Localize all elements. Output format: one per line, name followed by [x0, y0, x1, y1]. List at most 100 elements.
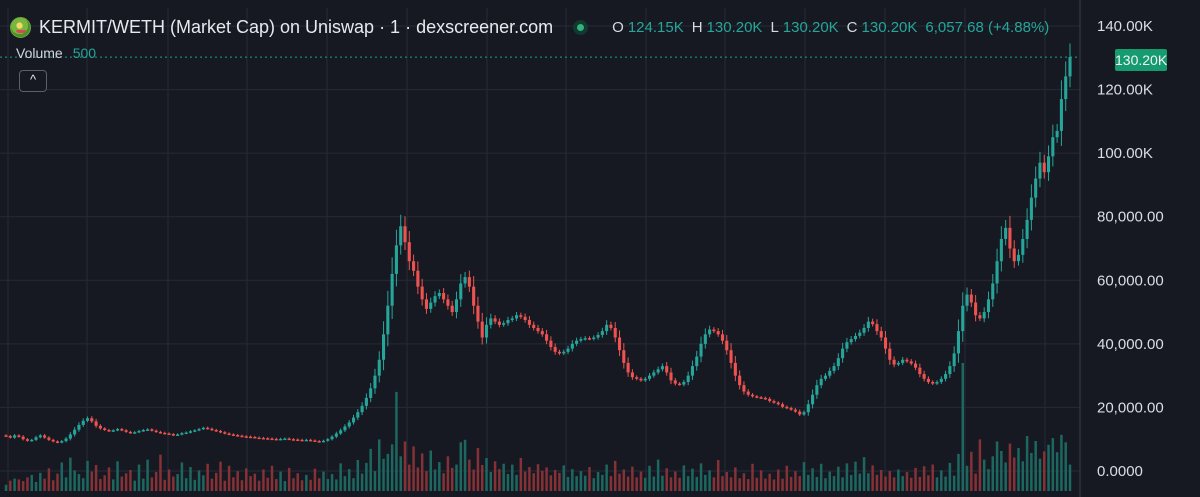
- volume-bar: [991, 456, 995, 491]
- volume-bar: [781, 478, 784, 491]
- candle-body: [420, 286, 424, 300]
- volume-bar: [172, 476, 175, 491]
- volume-bar: [961, 363, 964, 491]
- candle-body: [497, 321, 501, 325]
- volume-bar: [356, 460, 360, 491]
- candle-body: [326, 439, 330, 441]
- volume-bar: [854, 461, 857, 491]
- candle-body: [587, 338, 592, 340]
- candle-body: [738, 375, 742, 386]
- candle-body: [986, 299, 991, 313]
- volume-bar: [13, 478, 16, 491]
- volume-bar: [695, 476, 698, 491]
- high-value: 130.20K: [706, 18, 763, 36]
- volume-bar: [1000, 450, 1003, 491]
- candle-body: [849, 339, 853, 343]
- candle-body: [399, 226, 403, 246]
- candle-body: [13, 435, 17, 438]
- volume-bar: [99, 479, 102, 491]
- candle-body: [832, 366, 836, 371]
- volume-bar: [1047, 444, 1050, 491]
- candle-body: [643, 378, 647, 381]
- candle-body: [17, 435, 21, 437]
- candle-body: [926, 378, 930, 382]
- candle-body: [935, 382, 939, 384]
- candle-body: [600, 331, 604, 335]
- volume-bar: [275, 479, 278, 491]
- candle-body: [510, 318, 514, 321]
- candle-body: [785, 406, 789, 409]
- candle-body: [4, 435, 8, 437]
- candle-body: [403, 226, 407, 243]
- candle-body: [330, 436, 334, 440]
- candle-body: [914, 363, 918, 368]
- candle-body: [939, 378, 943, 382]
- candle-body: [570, 343, 574, 349]
- volume-bar: [56, 473, 59, 491]
- candle-body: [416, 270, 420, 287]
- volume-bar: [386, 453, 390, 491]
- candle-body: [351, 417, 356, 423]
- volume-bar: [180, 462, 184, 491]
- volume-bar: [678, 477, 681, 491]
- high-label: H: [691, 18, 703, 36]
- volume-bar: [347, 469, 351, 491]
- volume-bar: [884, 476, 887, 491]
- price-axis: 0.0000 20,000.00 40,000.00 60,000.00 80,000.…: [1079, 0, 1164, 497]
- volume-bar: [528, 467, 531, 491]
- collapse-legend-button[interactable]: ^: [19, 70, 47, 92]
- volume-bar: [553, 469, 557, 491]
- volume-bar: [1038, 458, 1042, 491]
- candle-body: [982, 312, 986, 319]
- volume-bar: [1068, 464, 1072, 491]
- volume-bar: [751, 463, 754, 491]
- volume-bar: [905, 472, 909, 491]
- volume-bar: [360, 473, 364, 491]
- volume-bar: [69, 457, 72, 491]
- volume-bar: [802, 462, 806, 491]
- volume-bar: [395, 391, 398, 491]
- candle-body: [150, 429, 154, 431]
- candle-body: [437, 293, 441, 297]
- volume-bar: [77, 474, 81, 491]
- candle-body: [64, 438, 68, 442]
- candle-body: [94, 421, 98, 426]
- volume-bar: [686, 476, 690, 491]
- candle-body: [424, 299, 428, 309]
- volume-bar: [120, 476, 124, 491]
- volume-bar: [837, 466, 840, 491]
- volume-bar: [523, 471, 527, 491]
- volume-bar: [652, 476, 656, 491]
- volume-bar: [245, 468, 248, 491]
- candle-body: [918, 367, 922, 375]
- volume-bar: [317, 478, 321, 491]
- candle-body: [1004, 227, 1008, 239]
- candle-body: [789, 408, 793, 410]
- candle-body: [476, 305, 480, 322]
- volume-bar: [184, 478, 188, 491]
- volume-bar: [532, 473, 535, 491]
- volume-bar: [789, 476, 793, 491]
- volume-bar: [476, 448, 480, 491]
- candle-body: [356, 412, 360, 418]
- candle-body: [1016, 254, 1021, 262]
- volume-bar: [390, 444, 394, 491]
- volume-bar: [948, 462, 952, 491]
- volume-bar: [365, 462, 368, 491]
- volume-bar: [206, 463, 209, 491]
- candle-body: [433, 296, 437, 303]
- volume-bar: [605, 464, 608, 491]
- volume-bar: [914, 467, 917, 491]
- candle-body: [952, 353, 956, 367]
- live-status-icon: [573, 19, 589, 35]
- volume-bar: [343, 476, 347, 491]
- candle-body: [279, 438, 283, 441]
- candle-body: [699, 343, 703, 357]
- candle-body: [412, 261, 416, 271]
- volume-bar: [648, 465, 651, 491]
- candle-body: [266, 438, 270, 440]
- volume-bar: [665, 468, 668, 491]
- volume-bar: [957, 453, 960, 491]
- volume-bar: [214, 472, 218, 491]
